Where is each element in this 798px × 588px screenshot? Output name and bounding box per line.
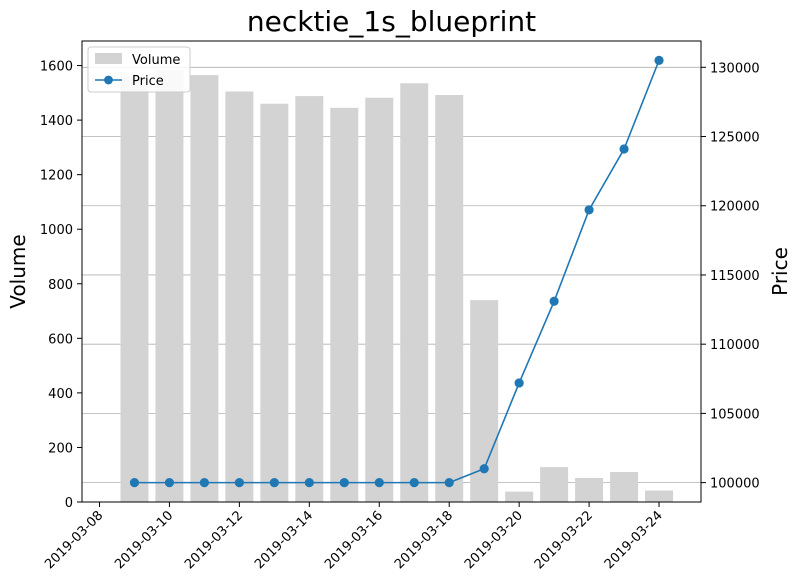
volume-bars: [120, 69, 674, 503]
chart-title: necktie_1s_blueprint: [247, 5, 536, 38]
y-axis-label: Volume: [6, 234, 30, 308]
y2-tick-label: 120000: [710, 200, 760, 215]
x-tick-label: 2019-03-10: [112, 508, 176, 572]
price-point: [374, 478, 384, 488]
volume-bar: [400, 83, 429, 502]
right-y-axis: 100000 105000 110000 115000 120000 125000 1300…: [701, 61, 760, 492]
volume-bar: [190, 75, 219, 503]
y2-tick-label: 110000: [710, 338, 760, 353]
x-tick-label: 2019-03-12: [182, 508, 246, 572]
volume-bar: [155, 69, 184, 502]
volume-bar: [435, 95, 464, 502]
legend: Volume Price: [87, 46, 191, 93]
price-point: [304, 478, 314, 488]
volume-bar: [120, 76, 149, 502]
x-tick-label: 2019-03-20: [462, 508, 526, 572]
price-point: [409, 478, 419, 488]
price-point: [514, 378, 524, 388]
left-y-axis: 0 200 400 600 800 1000 1200 1400 1600: [40, 60, 82, 511]
price-point: [549, 296, 559, 306]
x-axis: 2019-03-08 2019-03-10 2019-03-12 2019-03-14…: [42, 502, 666, 572]
x-tick-label: 2019-03-24: [602, 508, 666, 572]
volume-bar: [365, 97, 394, 502]
price-point: [129, 478, 140, 488]
price-point: [269, 478, 279, 488]
y-tick-label: 0: [65, 496, 73, 511]
y2-tick-label: 130000: [710, 61, 760, 76]
y-tick-label: 200: [48, 441, 73, 456]
price-point: [199, 478, 210, 488]
y-tick-label: 1400: [40, 114, 73, 129]
volume-bar: [260, 103, 289, 502]
y2-tick-label: 125000: [710, 131, 760, 146]
price-line: [129, 55, 664, 488]
y-tick-label: 1600: [40, 60, 73, 75]
price-point: [584, 205, 594, 215]
y2-tick-label: 115000: [710, 269, 760, 284]
x-tick-label: 2019-03-18: [392, 508, 456, 572]
volume-bar: [330, 107, 359, 502]
legend-swatch-volume: [95, 53, 122, 64]
price-series-line: [134, 60, 660, 484]
y-tick-label: 1000: [40, 223, 73, 238]
volume-bar: [645, 490, 674, 502]
y-tick-label: 400: [48, 387, 73, 402]
x-tick-label: 2019-03-22: [532, 508, 596, 572]
y-tick-label: 1200: [40, 169, 73, 184]
price-point: [164, 478, 175, 488]
volume-bar: [225, 91, 254, 502]
volume-bar: [295, 96, 324, 502]
volume-bar: [540, 467, 569, 502]
x-tick-label: 2019-03-16: [322, 508, 386, 572]
legend-label-price: Price: [132, 74, 164, 89]
price-point: [654, 55, 664, 65]
volume-bar: [610, 471, 639, 502]
y-tick-label: 600: [48, 332, 73, 347]
volume-bar: [575, 477, 604, 502]
y2-tick-label: 100000: [710, 477, 760, 492]
volume-bar: [505, 491, 534, 502]
x-tick-label: 2019-03-08: [42, 508, 106, 572]
y2-tick-label: 105000: [710, 407, 760, 422]
legend-marker-price: [104, 75, 113, 85]
legend-label-volume: Volume: [132, 53, 180, 68]
plot-frame: [81, 40, 702, 503]
x-tick-label: 2019-03-14: [252, 508, 316, 572]
price-point: [479, 464, 489, 474]
price-point: [339, 478, 349, 488]
price-point: [234, 478, 244, 488]
y2-axis-label: Price: [768, 247, 792, 296]
price-point: [619, 144, 629, 154]
y-tick-label: 800: [48, 278, 73, 293]
price-point: [444, 478, 454, 488]
